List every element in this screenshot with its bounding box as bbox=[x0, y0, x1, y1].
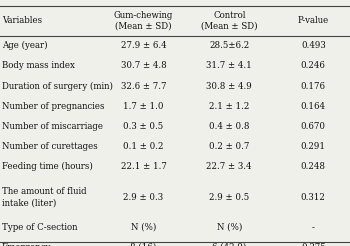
Text: 0.3 ± 0.5: 0.3 ± 0.5 bbox=[123, 122, 164, 131]
Text: N (%): N (%) bbox=[131, 223, 156, 232]
Text: 0.1 ± 0.2: 0.1 ± 0.2 bbox=[123, 142, 164, 151]
Text: Number of curettages: Number of curettages bbox=[2, 142, 98, 151]
Text: Emergency: Emergency bbox=[2, 243, 51, 246]
Text: 0.375: 0.375 bbox=[301, 243, 326, 246]
Text: Type of C-section: Type of C-section bbox=[2, 223, 77, 232]
Text: 1.7 ± 1.0: 1.7 ± 1.0 bbox=[123, 102, 164, 111]
Text: Age (year): Age (year) bbox=[2, 41, 47, 50]
Text: 0.312: 0.312 bbox=[301, 193, 326, 201]
Text: 0.2 ± 0.7: 0.2 ± 0.7 bbox=[209, 142, 250, 151]
Text: 22.7 ± 3.4: 22.7 ± 3.4 bbox=[206, 162, 252, 171]
Text: 30.8 ± 4.9: 30.8 ± 4.9 bbox=[206, 82, 252, 91]
Text: 27.9 ± 6.4: 27.9 ± 6.4 bbox=[121, 41, 166, 50]
Text: Number of miscarriage: Number of miscarriage bbox=[2, 122, 103, 131]
Text: N (%): N (%) bbox=[217, 223, 242, 232]
Text: 0.176: 0.176 bbox=[301, 82, 326, 91]
Text: -: - bbox=[312, 223, 315, 232]
Text: 2.9 ± 0.3: 2.9 ± 0.3 bbox=[124, 193, 163, 201]
Text: 32.6 ± 7.7: 32.6 ± 7.7 bbox=[121, 82, 166, 91]
Text: 0.164: 0.164 bbox=[301, 102, 326, 111]
Text: 22.1 ± 1.7: 22.1 ± 1.7 bbox=[120, 162, 167, 171]
Text: Feeding time (hours): Feeding time (hours) bbox=[2, 162, 93, 171]
Text: P-value: P-value bbox=[298, 16, 329, 25]
Text: 31.7 ± 4.1: 31.7 ± 4.1 bbox=[206, 62, 252, 70]
Text: 8 (16): 8 (16) bbox=[130, 243, 157, 246]
Text: 6 (42.9): 6 (42.9) bbox=[212, 243, 246, 246]
Text: 0.246: 0.246 bbox=[301, 62, 326, 70]
Text: Duration of surgery (min): Duration of surgery (min) bbox=[2, 81, 113, 91]
Text: 28.5±6.2: 28.5±6.2 bbox=[209, 41, 249, 50]
Text: Body mass index: Body mass index bbox=[2, 62, 75, 70]
Text: Gum-chewing
(Mean ± SD): Gum-chewing (Mean ± SD) bbox=[114, 11, 173, 31]
Text: 0.4 ± 0.8: 0.4 ± 0.8 bbox=[209, 122, 250, 131]
Text: The amount of fluid
intake (liter): The amount of fluid intake (liter) bbox=[2, 187, 86, 207]
Text: Number of pregnancies: Number of pregnancies bbox=[2, 102, 104, 111]
Text: 2.9 ± 0.5: 2.9 ± 0.5 bbox=[209, 193, 249, 201]
Text: 0.248: 0.248 bbox=[301, 162, 326, 171]
Text: Control
(Mean ± SD): Control (Mean ± SD) bbox=[201, 11, 258, 31]
Text: 0.670: 0.670 bbox=[301, 122, 326, 131]
Text: 0.291: 0.291 bbox=[301, 142, 326, 151]
Text: 2.1 ± 1.2: 2.1 ± 1.2 bbox=[209, 102, 250, 111]
Text: 30.7 ± 4.8: 30.7 ± 4.8 bbox=[121, 62, 166, 70]
Text: 0.493: 0.493 bbox=[301, 41, 326, 50]
Text: Variables: Variables bbox=[2, 16, 42, 25]
